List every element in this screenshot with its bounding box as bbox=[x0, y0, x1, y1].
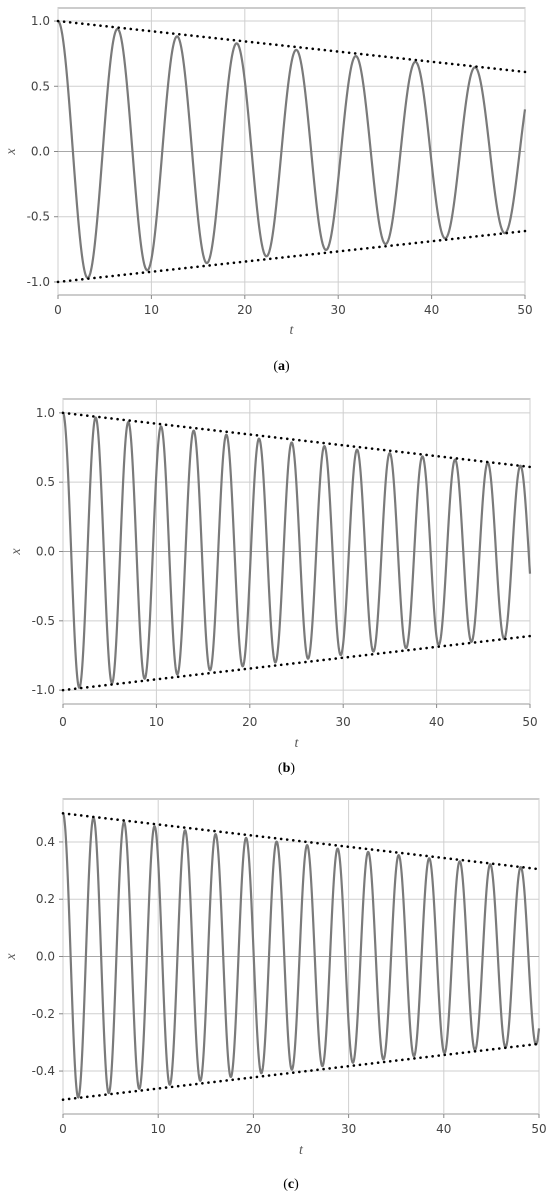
y-tick-label: -0.5 bbox=[32, 614, 55, 628]
y-tick-label: -0.2 bbox=[32, 1007, 55, 1021]
oscillation-curve bbox=[62, 812, 541, 1099]
x-tick-label: 10 bbox=[151, 1122, 166, 1136]
y-tick-label: 1.0 bbox=[31, 14, 50, 28]
y-tick-label: -0.5 bbox=[27, 210, 50, 224]
y-tick-label: 1.0 bbox=[36, 406, 55, 420]
y-tick-label: 0.2 bbox=[36, 892, 55, 906]
figure-caption: (c) bbox=[283, 1177, 299, 1192]
y-tick-label: 0.0 bbox=[36, 545, 55, 559]
x-tick-label: 50 bbox=[531, 1122, 546, 1136]
y-tick-label: 0.4 bbox=[36, 835, 55, 849]
x-tick-label: 20 bbox=[237, 303, 252, 317]
x-tick-label: 50 bbox=[522, 715, 537, 729]
caption-letter: a bbox=[278, 359, 285, 374]
chart-b: 0 10 20 30 40 50 1.0 0.5 0.0 -0.5 -1.0 t x (b) bbox=[9, 398, 538, 776]
x-tick-label: 30 bbox=[331, 303, 346, 317]
y-axis-label: x bbox=[9, 548, 24, 556]
caption-letter: c bbox=[288, 1177, 294, 1192]
x-axis-label: t bbox=[290, 323, 295, 338]
caption-letter: b bbox=[283, 761, 291, 776]
upper-envelope-line bbox=[61, 812, 541, 871]
x-tick-label: 50 bbox=[517, 303, 532, 317]
x-tick-label: 30 bbox=[336, 715, 351, 729]
x-tick-label: 10 bbox=[144, 303, 159, 317]
y-tick-label: 0.5 bbox=[31, 79, 50, 93]
chart-panel-c: 0 10 20 30 40 50 0.4 0.2 0.0 -0.2 -0.4 t x (c) bbox=[0, 790, 550, 1201]
lower-envelope-line bbox=[61, 1042, 541, 1101]
x-tick-label: 20 bbox=[246, 1122, 261, 1136]
y-axis-label: x bbox=[4, 953, 19, 961]
x-tick-label: 0 bbox=[59, 715, 67, 729]
x-tick-label: 30 bbox=[341, 1122, 356, 1136]
upper-envelope-line bbox=[56, 19, 527, 74]
oscillation-curve bbox=[62, 412, 532, 689]
x-tick-label: 0 bbox=[59, 1122, 67, 1136]
x-tick-label: 40 bbox=[424, 303, 439, 317]
x-axis-label: t bbox=[295, 736, 300, 751]
chart-panel-a: 0 10 20 30 40 50 1.0 0.5 0.0 -0.5 -1.0 t x (a) bbox=[0, 0, 550, 390]
y-tick-label: -0.4 bbox=[32, 1064, 55, 1078]
x-tick-label: 0 bbox=[54, 303, 62, 317]
lower-envelope-line bbox=[56, 229, 527, 284]
y-tick-label: 0.5 bbox=[36, 475, 55, 489]
y-axis-label: x bbox=[4, 148, 19, 156]
y-tick-label: 0.0 bbox=[31, 145, 50, 159]
lower-envelope-line bbox=[61, 634, 532, 692]
chart-a: 0 10 20 30 40 50 1.0 0.5 0.0 -0.5 -1.0 t x (a) bbox=[4, 7, 533, 374]
x-axis-label: t bbox=[299, 1143, 304, 1158]
x-tick-label: 40 bbox=[436, 1122, 451, 1136]
x-tick-label: 10 bbox=[149, 715, 164, 729]
y-tick-label: -1.0 bbox=[27, 275, 50, 289]
y-tick-label: -1.0 bbox=[32, 683, 55, 697]
chart-panel-b: 0 10 20 30 40 50 1.0 0.5 0.0 -0.5 -1.0 t x (b) bbox=[0, 390, 550, 790]
chart-c: 0 10 20 30 40 50 0.4 0.2 0.0 -0.2 -0.4 t x (c) bbox=[4, 798, 547, 1192]
oscillation-curve bbox=[57, 20, 527, 280]
upper-envelope-line bbox=[61, 411, 532, 469]
x-tick-label: 40 bbox=[429, 715, 444, 729]
figure-caption: (a) bbox=[273, 359, 290, 374]
figure-caption: (b) bbox=[278, 761, 295, 776]
y-tick-label: 0.0 bbox=[36, 950, 55, 964]
x-tick-label: 20 bbox=[242, 715, 257, 729]
